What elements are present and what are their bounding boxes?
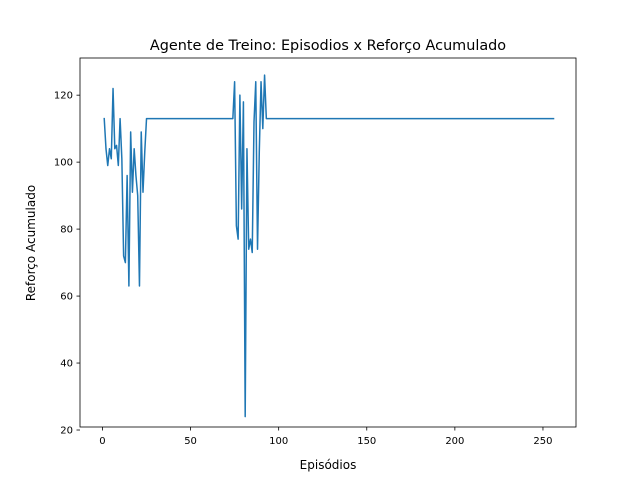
chart-title: Agente de Treino: Episodios x Reforço Ac… xyxy=(150,38,506,54)
y-tick-label: 60 xyxy=(60,292,73,303)
y-tick-label: 20 xyxy=(60,426,73,437)
x-tick-label: 50 xyxy=(184,436,197,447)
y-tick-label: 100 xyxy=(54,158,73,169)
y-tick-label: 40 xyxy=(60,359,73,370)
x-tick-label: 250 xyxy=(533,436,552,447)
y-axis-label: Reforço Acumulado xyxy=(24,185,38,301)
y-tick-label: 120 xyxy=(54,91,73,102)
x-tick-label: 100 xyxy=(269,436,288,447)
x-tick-label: 150 xyxy=(357,436,376,447)
series-line-1 xyxy=(103,74,555,418)
x-tick-label: 0 xyxy=(99,436,105,447)
x-axis-label: Episódios xyxy=(300,458,357,472)
y-tick-label: 80 xyxy=(60,225,73,236)
x-tick-label: 200 xyxy=(445,436,464,447)
axes-frame xyxy=(79,57,577,428)
